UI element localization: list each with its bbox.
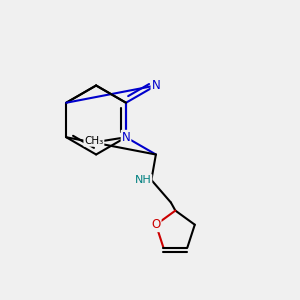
Text: N: N [122,131,130,144]
Text: N: N [152,79,160,92]
Text: NH: NH [135,175,152,185]
Text: CH₃: CH₃ [84,136,104,146]
Text: O: O [152,218,160,231]
